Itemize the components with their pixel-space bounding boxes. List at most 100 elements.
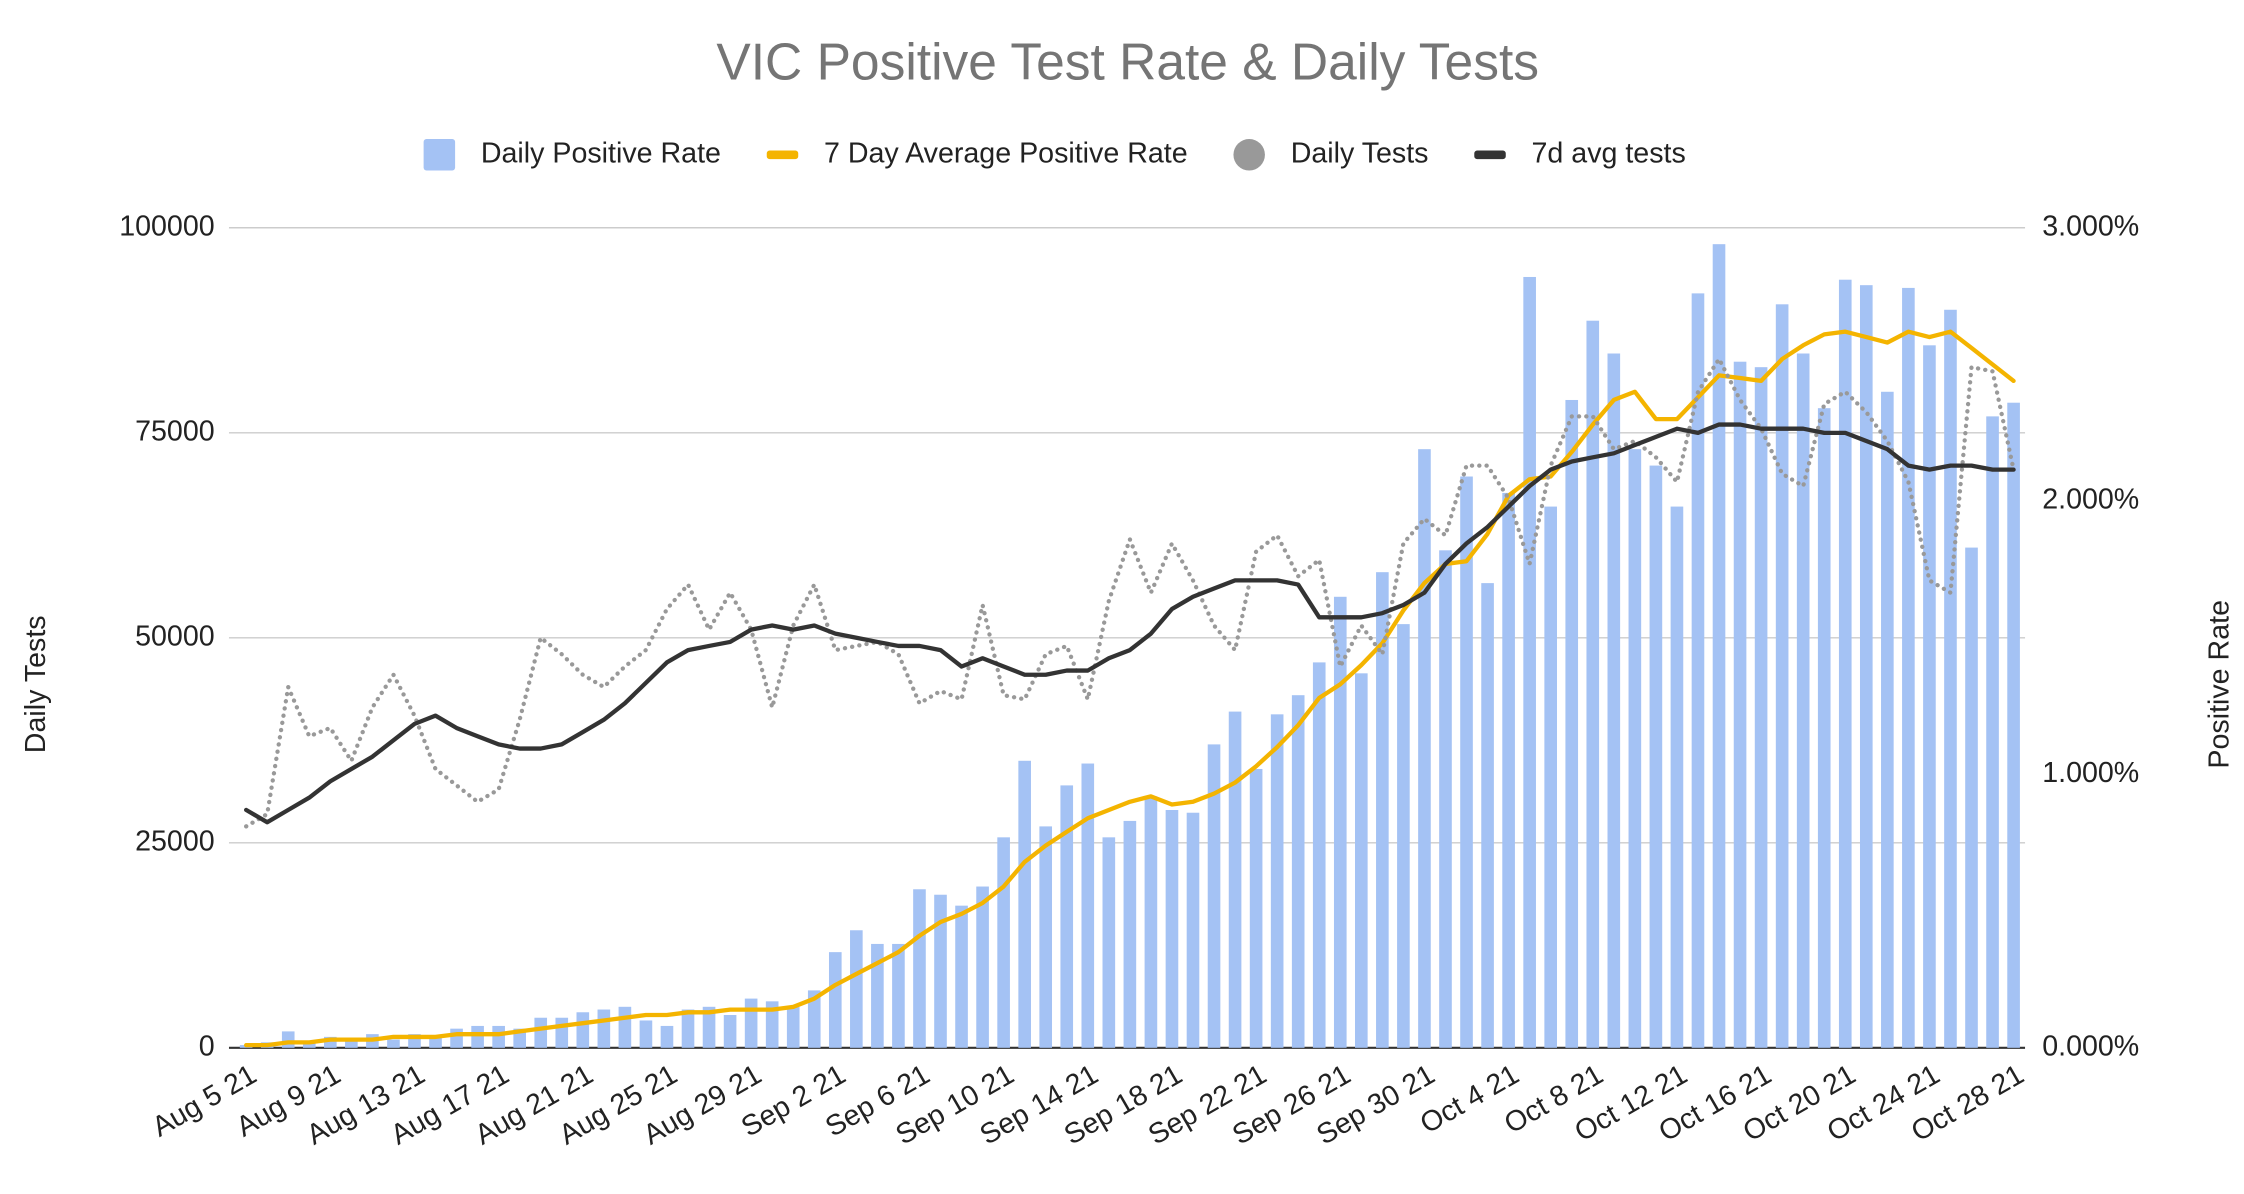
bar (1355, 673, 1368, 1048)
dotted-line (244, 356, 2016, 829)
bar (555, 1017, 569, 1048)
chart-title: VIC Positive Test Rate & Daily Tests (716, 33, 1539, 91)
bar (534, 1017, 548, 1048)
bar (1123, 820, 1137, 1048)
y-axis-title: Daily Tests (20, 615, 52, 753)
bar (281, 1031, 295, 1048)
bar (1902, 287, 1915, 1048)
bar (1312, 662, 1326, 1048)
bar (1733, 361, 1747, 1048)
bar (1186, 812, 1200, 1048)
bar (1333, 596, 1347, 1048)
bar (1628, 449, 1642, 1048)
bar (786, 1006, 800, 1048)
bar (639, 1020, 653, 1048)
bar (618, 1006, 632, 1048)
lines (244, 329, 2016, 1048)
bar (1460, 476, 1473, 1048)
legend-swatch (1474, 150, 1506, 160)
y2-tick-label: 3.000% (2042, 210, 2139, 242)
bar (850, 930, 863, 1048)
bar (1544, 506, 1558, 1048)
bar (1418, 449, 1431, 1048)
legend-label: Daily Tests (1291, 137, 1429, 169)
bar (1565, 399, 1579, 1048)
bar (660, 1025, 674, 1048)
bar (1586, 320, 1600, 1048)
y-tick-label: 25000 (135, 825, 215, 857)
bar (744, 998, 758, 1048)
y2-tick-label: 1.000% (2042, 757, 2139, 789)
bar (450, 1028, 463, 1048)
bar (1397, 624, 1410, 1048)
bar (1018, 760, 1031, 1048)
bar (955, 905, 968, 1048)
bar (892, 943, 905, 1048)
bar (1607, 353, 1621, 1048)
y2-tick-label: 0.000% (2042, 1030, 2139, 1062)
bar (1986, 416, 1999, 1048)
bar (723, 1015, 737, 1048)
bar (2007, 402, 2020, 1048)
bar (913, 889, 926, 1048)
bar (702, 1006, 716, 1048)
bar (1165, 809, 1179, 1048)
y-tick-label: 0 (199, 1030, 215, 1062)
bar (387, 1039, 400, 1048)
y-tick-label: 75000 (135, 415, 215, 447)
line (244, 422, 2016, 825)
y-tick-label: 50000 (135, 620, 215, 652)
bar (1817, 408, 1831, 1048)
bar (1754, 367, 1768, 1048)
bar (1649, 465, 1663, 1048)
y-tick-label: 100000 (119, 210, 214, 242)
bar (871, 943, 884, 1048)
bar (597, 1009, 611, 1048)
bar (1691, 293, 1705, 1048)
bar (1249, 768, 1263, 1048)
bar (1859, 285, 1873, 1048)
bar (302, 1042, 316, 1048)
bar (429, 1036, 442, 1048)
bar (1439, 550, 1452, 1048)
bars (239, 244, 2020, 1048)
bar (1712, 244, 1726, 1048)
bar (1965, 547, 1978, 1048)
bar (828, 952, 842, 1048)
bar (1207, 744, 1221, 1048)
bar (324, 1036, 337, 1048)
bar (807, 990, 821, 1048)
legend-label: 7d avg tests (1532, 137, 1686, 169)
bar (1102, 837, 1116, 1048)
bar (765, 1001, 779, 1048)
legend-label: Daily Positive Rate (481, 137, 721, 169)
bar (1144, 796, 1158, 1048)
bar (1376, 572, 1389, 1048)
bar (1502, 492, 1515, 1048)
bar (1060, 785, 1074, 1048)
line (244, 329, 2016, 1048)
bar (1523, 276, 1536, 1048)
bar (1270, 714, 1284, 1048)
y2-axis-title: Positive Rate (2204, 600, 2236, 769)
bar (345, 1039, 358, 1048)
bar (1775, 304, 1789, 1048)
bar (997, 837, 1010, 1048)
bar (1944, 309, 1957, 1048)
bar (681, 1009, 695, 1048)
bar (1081, 763, 1095, 1048)
bar (1039, 826, 1053, 1048)
y2-tick-label: 2.000% (2042, 484, 2139, 516)
legend-swatch (766, 150, 799, 160)
bar (471, 1025, 484, 1048)
bar (1291, 695, 1305, 1048)
bar (934, 894, 947, 1048)
bar (1796, 353, 1810, 1048)
legend-swatch (423, 139, 456, 171)
legend: Daily Positive Rate 7 Day Average Positiv… (423, 137, 1686, 171)
bar (1481, 583, 1494, 1048)
bar (976, 886, 989, 1048)
bar (1881, 391, 1894, 1048)
bar (1228, 711, 1242, 1048)
